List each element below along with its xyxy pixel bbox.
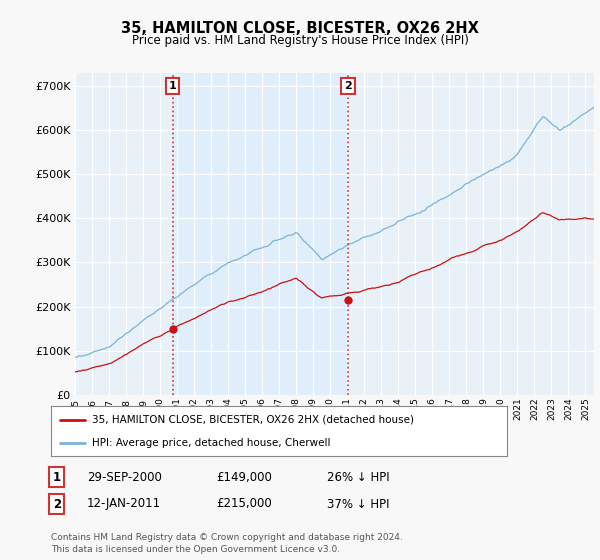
- Text: 35, HAMILTON CLOSE, BICESTER, OX26 2HX (detached house): 35, HAMILTON CLOSE, BICESTER, OX26 2HX (…: [92, 414, 414, 424]
- Bar: [173, 73, 348, 395]
- Text: 35, HAMILTON CLOSE, BICESTER, OX26 2HX: 35, HAMILTON CLOSE, BICESTER, OX26 2HX: [121, 21, 479, 36]
- Text: 1: 1: [53, 470, 61, 484]
- Text: Price paid vs. HM Land Registry's House Price Index (HPI): Price paid vs. HM Land Registry's House …: [131, 34, 469, 46]
- Text: 37% ↓ HPI: 37% ↓ HPI: [327, 497, 389, 511]
- Text: £215,000: £215,000: [216, 497, 272, 511]
- Text: 29-SEP-2000: 29-SEP-2000: [87, 470, 162, 484]
- Text: 26% ↓ HPI: 26% ↓ HPI: [327, 470, 389, 484]
- Text: 12-JAN-2011: 12-JAN-2011: [87, 497, 161, 511]
- Text: HPI: Average price, detached house, Cherwell: HPI: Average price, detached house, Cher…: [92, 438, 331, 448]
- Text: 1: 1: [169, 81, 177, 91]
- Text: 2: 2: [344, 81, 352, 91]
- Text: £149,000: £149,000: [216, 470, 272, 484]
- Text: 2: 2: [53, 497, 61, 511]
- Text: Contains HM Land Registry data © Crown copyright and database right 2024.
This d: Contains HM Land Registry data © Crown c…: [51, 533, 403, 554]
